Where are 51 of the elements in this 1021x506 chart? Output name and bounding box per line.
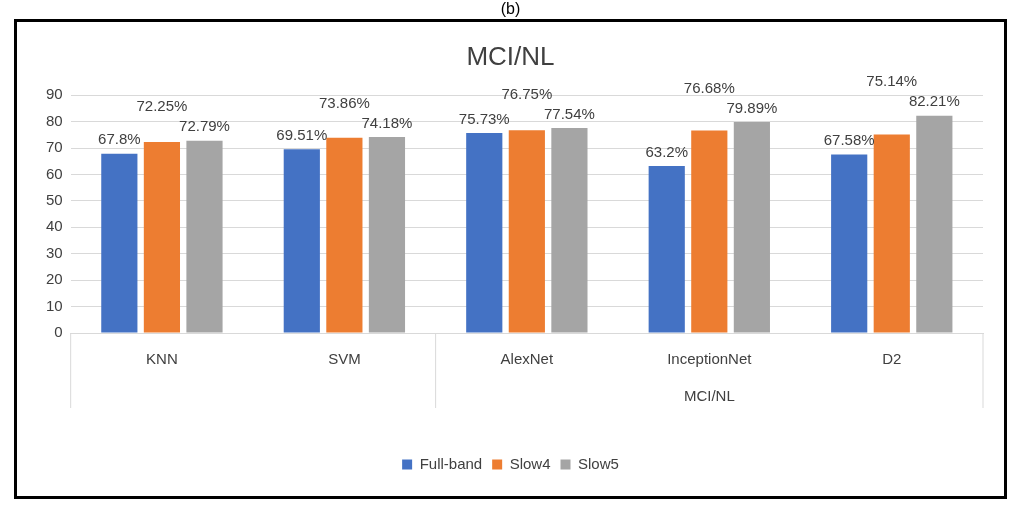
x-tick-label: D2 (882, 350, 902, 368)
x-tick-label: InceptionNet (667, 350, 753, 368)
bar (691, 130, 728, 333)
x-tick-label: AlexNet (500, 350, 554, 368)
bar (551, 128, 588, 333)
y-tick-label: 50 (46, 191, 63, 209)
x-tick-label: SVM (328, 350, 361, 368)
y-tick-label: 40 (46, 217, 63, 235)
data-label: 69.51% (276, 125, 328, 143)
data-label: 72.25% (136, 97, 188, 115)
bar (831, 154, 868, 333)
y-tick-label: 80 (46, 111, 63, 129)
data-label: 67.58% (823, 131, 875, 149)
y-tick-label: 30 (46, 243, 63, 261)
bar (368, 137, 406, 333)
data-label: 82.21% (908, 92, 960, 110)
data-label: 76.68% (683, 78, 735, 96)
bar (143, 142, 181, 333)
bar (326, 137, 363, 333)
data-label: 77.54% (543, 104, 595, 122)
data-label: 75.73% (458, 109, 510, 127)
legend-label: Slow4 (509, 454, 551, 472)
bar (466, 132, 503, 333)
bar (508, 130, 545, 333)
y-tick-label: 10 (46, 296, 63, 314)
y-tick-label: 20 (46, 270, 63, 288)
data-label: 79.89% (726, 98, 778, 116)
bar (648, 166, 685, 333)
y-tick-label: 90 (46, 85, 63, 103)
text: MCI/NL (683, 386, 735, 404)
bar (283, 149, 320, 333)
data-label: 67.8% (98, 130, 141, 148)
bar (101, 153, 138, 333)
bar (186, 140, 223, 333)
data-label: 75.14% (866, 72, 918, 90)
legend-label: Slow5 (578, 454, 619, 472)
data-label: 72.79% (179, 117, 230, 135)
legend-label: Full-band (419, 454, 483, 472)
y-tick-label: 70 (46, 138, 63, 156)
x-tick-label: KNN (146, 350, 178, 368)
data-label: 76.75% (501, 84, 553, 102)
y-tick-label: 0 (54, 323, 63, 341)
text: (b) (499, 0, 522, 18)
chart-title: MCI/NL (466, 40, 555, 71)
bar (873, 134, 910, 333)
data-label: 74.18% (361, 113, 413, 131)
bar (916, 115, 953, 333)
y-tick-label: 60 (46, 164, 63, 182)
data-label: 73.86% (318, 93, 370, 111)
bar (733, 121, 770, 333)
data-label: 63.2% (645, 142, 688, 160)
